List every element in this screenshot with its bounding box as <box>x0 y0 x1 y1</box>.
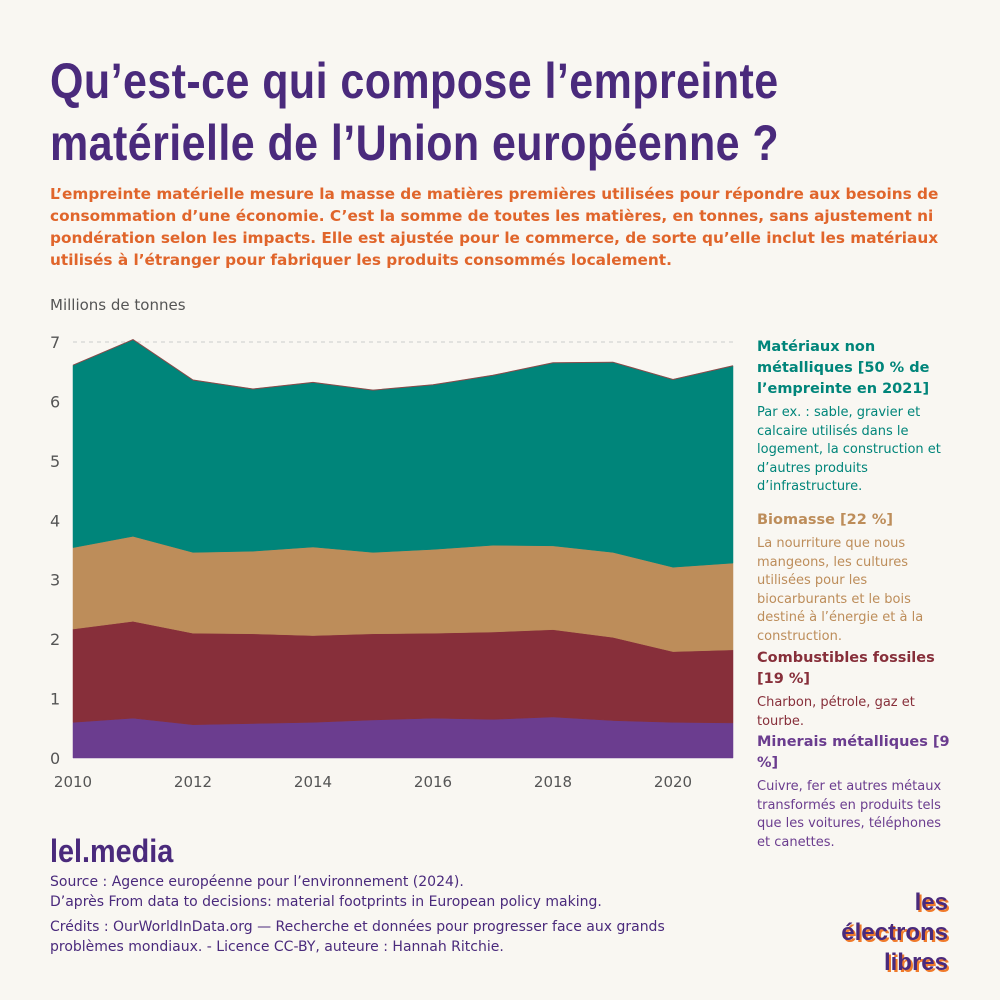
logo-line-2: libres <box>883 949 948 976</box>
brand-name: lel.media <box>50 833 174 869</box>
x-tick-label: 2010 <box>54 773 92 791</box>
y-tick-label: 0 <box>50 749 60 768</box>
y-tick-label: 1 <box>50 690 60 709</box>
page-title: Qu’est-ce qui compose l’empreinte matéri… <box>50 53 780 171</box>
area-series-3 <box>72 339 734 568</box>
y-tick-label: 2 <box>50 630 60 649</box>
legend-title: Combustibles fossiles [19 %] <box>757 650 935 687</box>
legend-biomass: Biomasse [22 %] La nourriture que nous m… <box>757 510 957 646</box>
legend-non-metallic: Matériaux non métalliques [50 % de l’emp… <box>757 337 957 497</box>
legend-desc: Par ex. : sable, gravier et calcaire uti… <box>757 405 941 494</box>
y-tick-label: 7 <box>50 333 60 352</box>
logo-line-1: les électrons <box>841 889 948 946</box>
legend-desc: La nourriture que nous mangeons, les cul… <box>757 536 924 644</box>
legend-title: Minerais métalliques [9 %] <box>757 734 950 771</box>
x-tick-label: 2016 <box>414 773 452 791</box>
x-tick-label: 2014 <box>294 773 332 791</box>
y-tick-label: 3 <box>50 571 60 590</box>
legend-fossil: Combustibles fossiles [19 %] Charbon, pé… <box>757 648 957 731</box>
y-tick-label: 4 <box>50 511 60 530</box>
legend-title: Matériaux non métalliques [50 % de l’emp… <box>757 339 930 397</box>
total-line <box>72 339 734 391</box>
les-electrons-libres-logo: les électrons libres <box>808 888 948 978</box>
legend-title: Biomasse [22 %] <box>757 512 894 528</box>
y-axis-label: Millions de tonnes <box>50 296 186 314</box>
source-line-2: D’après From data to decisions: material… <box>50 894 602 910</box>
y-tick-label: 5 <box>50 452 60 471</box>
x-tick-label: 2020 <box>654 773 692 791</box>
x-tick-label: 2012 <box>174 773 212 791</box>
source-line-1: Source : Agence européenne pour l’enviro… <box>50 874 464 890</box>
legend-metal-ores: Minerais métalliques [9 %] Cuivre, fer e… <box>757 732 957 852</box>
intro-text: L’empreinte matérielle mesure la masse d… <box>50 185 939 269</box>
legend-desc: Charbon, pétrole, gaz et tourbe. <box>757 695 915 729</box>
y-tick-label: 6 <box>50 392 60 411</box>
credits: Crédits : OurWorldInData.org — Recherche… <box>50 919 665 955</box>
area-series-0 <box>72 716 734 759</box>
legend-desc: Cuivre, fer et autres métaux transformés… <box>757 779 942 850</box>
x-tick-label: 2018 <box>534 773 572 791</box>
